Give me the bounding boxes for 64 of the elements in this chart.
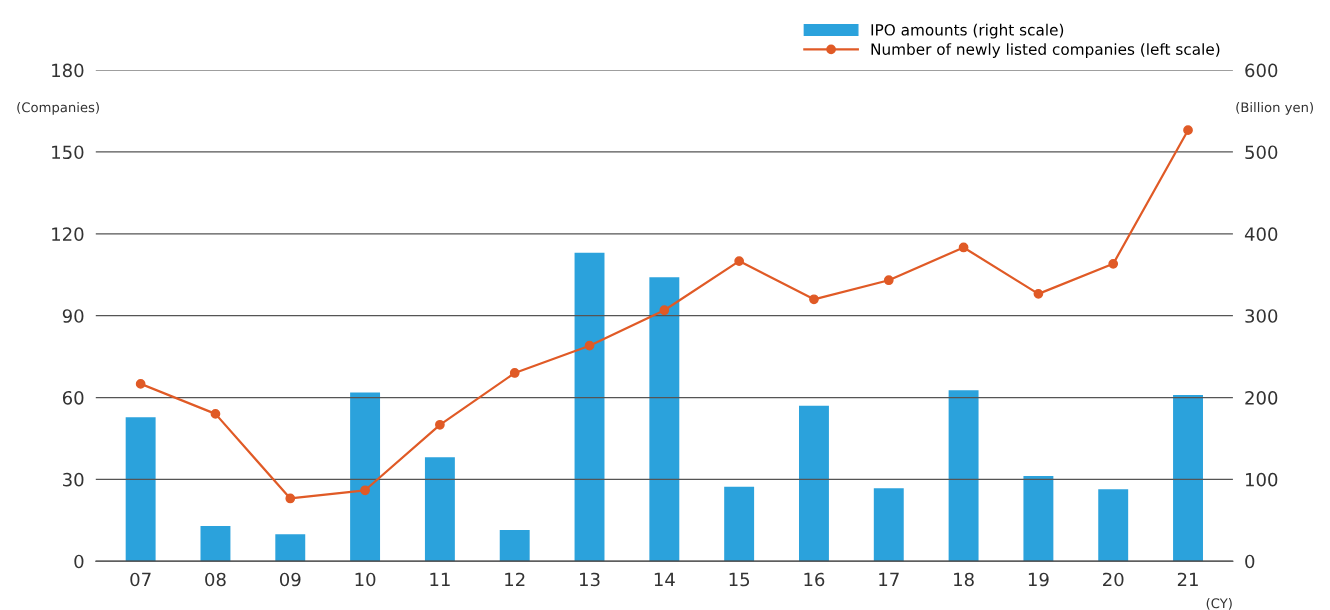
x-tick-label: 08 xyxy=(205,572,226,587)
point xyxy=(210,409,221,419)
y2-tick-label: 600 xyxy=(1245,63,1278,78)
bar xyxy=(948,390,979,562)
bar xyxy=(649,277,680,562)
y-axis-title: (Companies) xyxy=(17,102,99,115)
bar xyxy=(724,486,755,562)
y2-tick-label: 0 xyxy=(1245,554,1255,569)
point xyxy=(1183,125,1193,136)
x-tick-label: 20 xyxy=(1103,572,1124,587)
x-tick-label: 18 xyxy=(954,572,974,587)
x-axis-title: (CY) xyxy=(1206,598,1232,610)
point xyxy=(1108,258,1119,269)
point xyxy=(435,419,445,430)
y2-tick-label: 500 xyxy=(1245,145,1278,160)
bar xyxy=(1098,489,1129,562)
x-tick-label: 13 xyxy=(580,572,600,587)
y-tick-label: 150 xyxy=(52,145,84,160)
y2-tick-label: 200 xyxy=(1245,390,1278,405)
bar xyxy=(1173,395,1203,562)
x-tick-label: 10 xyxy=(355,572,376,587)
bar xyxy=(200,526,231,562)
legend-label: Number of newly listed companies (left scale) xyxy=(871,43,1220,58)
bar xyxy=(499,530,530,562)
bar xyxy=(873,488,904,562)
x-tick-label: 14 xyxy=(654,572,675,587)
point xyxy=(360,485,370,496)
x-tick-label: 15 xyxy=(729,572,750,587)
x-tick-label: 09 xyxy=(279,572,301,587)
bar xyxy=(574,252,605,562)
bar xyxy=(350,392,381,562)
bar xyxy=(125,417,156,562)
x-tick-label: 07 xyxy=(130,572,151,587)
x-tick-label: 21 xyxy=(1177,572,1198,587)
point xyxy=(509,368,520,378)
y-tick-label: 120 xyxy=(52,227,84,241)
point xyxy=(1033,288,1044,299)
bar xyxy=(799,405,829,562)
point xyxy=(135,379,146,389)
point xyxy=(285,493,296,504)
x-tick-label: 19 xyxy=(1028,572,1049,587)
point xyxy=(958,242,969,253)
y-tick-label: 90 xyxy=(62,309,84,323)
x-tick-label: 16 xyxy=(804,572,825,587)
y-tick-label: 180 xyxy=(52,63,84,78)
y2-tick-label: 300 xyxy=(1245,309,1278,323)
point xyxy=(734,256,745,266)
y-tick-label: 60 xyxy=(62,390,84,405)
y2-tick-label: 100 xyxy=(1246,472,1278,487)
y2-tick-label: 400 xyxy=(1244,227,1278,241)
bar xyxy=(1023,476,1054,562)
y-tick-label: 0 xyxy=(74,554,84,569)
x-tick-label: 17 xyxy=(879,572,899,587)
y-tick-label: 30 xyxy=(63,472,84,487)
legend-label: IPO amounts (right scale) xyxy=(871,23,1064,39)
x-tick-label: 11 xyxy=(430,572,450,587)
point xyxy=(883,275,894,286)
point xyxy=(659,305,670,316)
bar xyxy=(275,534,306,562)
y2-axis-title: (Billion yen) xyxy=(1236,102,1313,115)
bar xyxy=(424,457,455,562)
point xyxy=(584,340,595,351)
point xyxy=(809,294,819,305)
x-tick-label: 12 xyxy=(505,572,525,587)
